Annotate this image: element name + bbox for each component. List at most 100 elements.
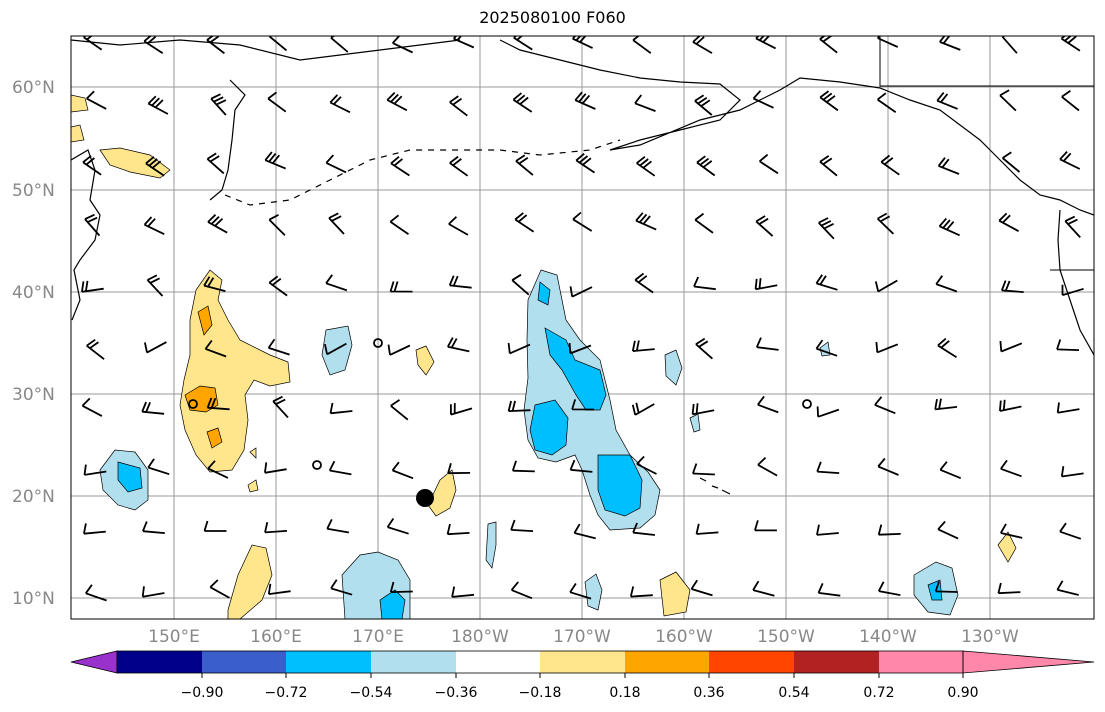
anomaly-contours (71, 94, 1017, 619)
wind-barb (1061, 90, 1080, 112)
wind-barb (84, 213, 101, 237)
wind-barb (330, 579, 353, 596)
wind-barb (632, 36, 652, 54)
wind-barb (880, 154, 900, 176)
wind-barb (446, 523, 470, 536)
colorbar-segment (286, 651, 371, 673)
colorbar-segment (202, 651, 286, 673)
wind-barb (934, 581, 958, 593)
colorbar-label: 0.72 (863, 685, 894, 701)
calm-marker (373, 338, 383, 348)
wind-barb (877, 457, 899, 476)
wind-barb (754, 520, 777, 532)
gridlines (71, 36, 1094, 619)
wind-barb (816, 406, 840, 418)
calm-marker (188, 399, 198, 409)
wind-barb (1060, 466, 1084, 478)
lon-label-180w: 180°W (451, 627, 509, 647)
wind-barb (1064, 215, 1081, 239)
wind-barb (390, 156, 410, 177)
colorbar-segment (456, 651, 540, 673)
colorbar-label: 0.90 (947, 685, 978, 701)
wind-barb (264, 522, 288, 534)
wind-barb (450, 403, 473, 416)
wind-barb (1059, 150, 1081, 170)
lon-label-170e: 170°E (352, 627, 404, 647)
strong-positive-anomaly-region (184, 385, 219, 413)
wind-barb (82, 155, 102, 176)
alaska-coastline (499, 39, 1094, 216)
tropical-cyclone-center-dot (416, 489, 434, 507)
wind-barb (391, 461, 414, 480)
colorbar-segment (709, 651, 794, 673)
wind-barb (694, 212, 714, 234)
lat-label-50: 50°N (12, 181, 55, 201)
wind-barb (330, 36, 349, 53)
wind-barb (817, 583, 841, 597)
wind-barb (876, 212, 895, 235)
wind-barb (325, 274, 348, 292)
wind-barb (206, 36, 225, 55)
wind-barb (999, 399, 1022, 412)
wind-barb (877, 524, 901, 536)
wind-barb (1056, 402, 1080, 414)
wind-barb (206, 397, 230, 411)
wind-barb (144, 341, 167, 354)
lat-label-60: 60°N (12, 78, 55, 98)
wind-barb (146, 274, 164, 297)
wind-barb (447, 462, 471, 475)
strong-positive-anomaly-region (197, 305, 213, 336)
wind-barb (145, 156, 165, 177)
wind-barb (818, 217, 835, 240)
plot-frame (70, 35, 1095, 620)
wind-barb (874, 279, 898, 293)
wind-barb (507, 342, 531, 355)
wind-barb (569, 459, 593, 473)
wind-barb (83, 464, 107, 476)
positive-anomaly-region (659, 571, 691, 617)
wind-barb (328, 212, 345, 235)
wind-barb (757, 395, 779, 414)
negative-anomaly-region (485, 521, 497, 569)
wind-barb (267, 583, 291, 595)
wind-barb (204, 339, 227, 358)
wind-barb (326, 519, 350, 534)
wind-barb (695, 337, 713, 360)
wind-barb (695, 523, 719, 535)
colorbar-label: −0.90 (181, 685, 224, 701)
wind-barb (449, 155, 469, 177)
wind-barb (999, 89, 1017, 112)
canada-border (879, 36, 1094, 87)
colorbar-extend-high (962, 650, 1095, 674)
colorbar-label: −0.72 (265, 685, 308, 701)
colorbar-labels: −0.90 −0.72 −0.54 −0.36 −0.18 0.18 0.36 … (181, 685, 979, 701)
wind-barb (206, 152, 225, 175)
strong-positive-anomaly-region (206, 427, 223, 449)
wind-barb (1000, 523, 1023, 539)
positive-anomaly-region (427, 469, 457, 517)
colorbar-segment (625, 651, 709, 673)
wind-barb (636, 155, 656, 177)
wind-barb (272, 395, 289, 419)
colorbar-label: −0.54 (350, 685, 393, 701)
negative-anomaly-region (321, 325, 353, 376)
wind-barb (264, 462, 287, 474)
wind-barb (203, 276, 226, 292)
wind-barb (207, 214, 228, 234)
wind-barb (390, 399, 409, 421)
wind-barb (752, 90, 774, 109)
wind-barb (874, 396, 896, 415)
wind-barb (636, 455, 657, 475)
colorbar-segment (879, 651, 963, 673)
wind-barb (448, 216, 469, 236)
wind-barbs (81, 36, 1084, 602)
wind-barb (937, 157, 960, 175)
wind-barb (389, 581, 413, 593)
wind-barb (207, 460, 229, 479)
wind-barb (264, 151, 287, 170)
siberia-coastline (71, 39, 461, 61)
wind-barb (998, 212, 1020, 232)
colorbar-label: 0.54 (778, 685, 809, 701)
wind-barb (324, 342, 347, 356)
